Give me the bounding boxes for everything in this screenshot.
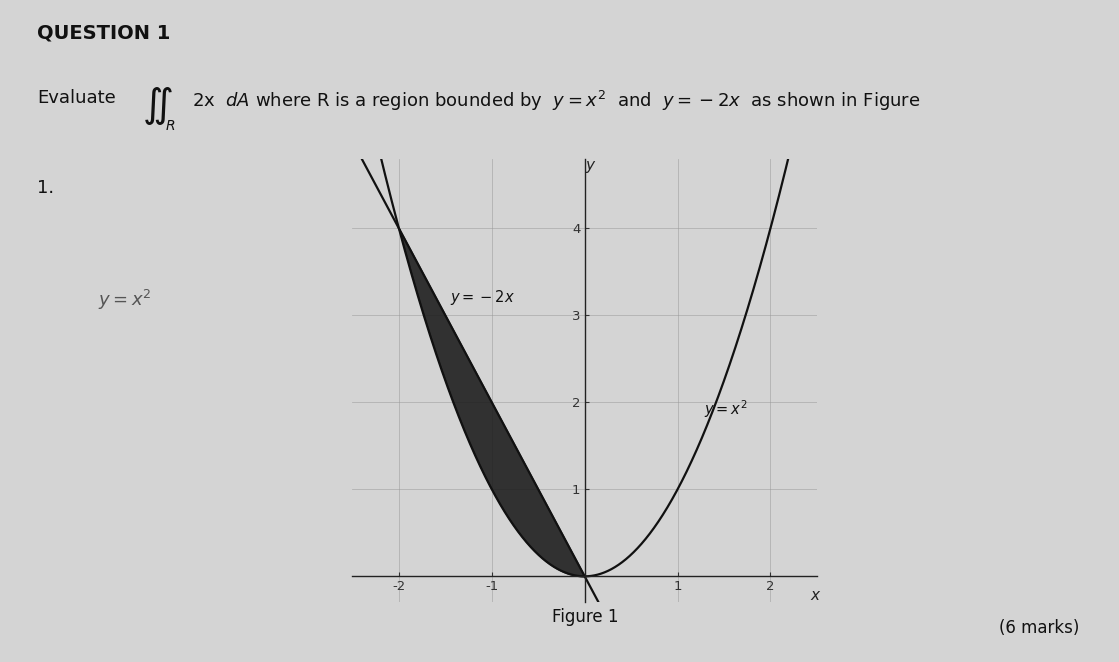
Text: $y = x^2$: $y = x^2$ bbox=[704, 399, 747, 420]
Text: R: R bbox=[166, 119, 176, 133]
Text: $y = -2x$: $y = -2x$ bbox=[450, 289, 515, 307]
Text: x: x bbox=[810, 588, 819, 603]
Text: 2x  $dA$ where R is a region bounded by  $y = x^2$  and  $y = -2x$  as shown in : 2x $dA$ where R is a region bounded by $… bbox=[192, 89, 921, 113]
Text: Evaluate: Evaluate bbox=[37, 89, 115, 107]
Text: Figure 1: Figure 1 bbox=[552, 608, 619, 626]
Text: $y = x^2$: $y = x^2$ bbox=[98, 288, 152, 312]
Text: y: y bbox=[585, 158, 595, 173]
Text: 1.: 1. bbox=[37, 179, 54, 197]
Text: QUESTION 1: QUESTION 1 bbox=[37, 23, 170, 42]
Text: $\iint$: $\iint$ bbox=[142, 85, 172, 126]
Text: (6 marks): (6 marks) bbox=[999, 619, 1080, 637]
